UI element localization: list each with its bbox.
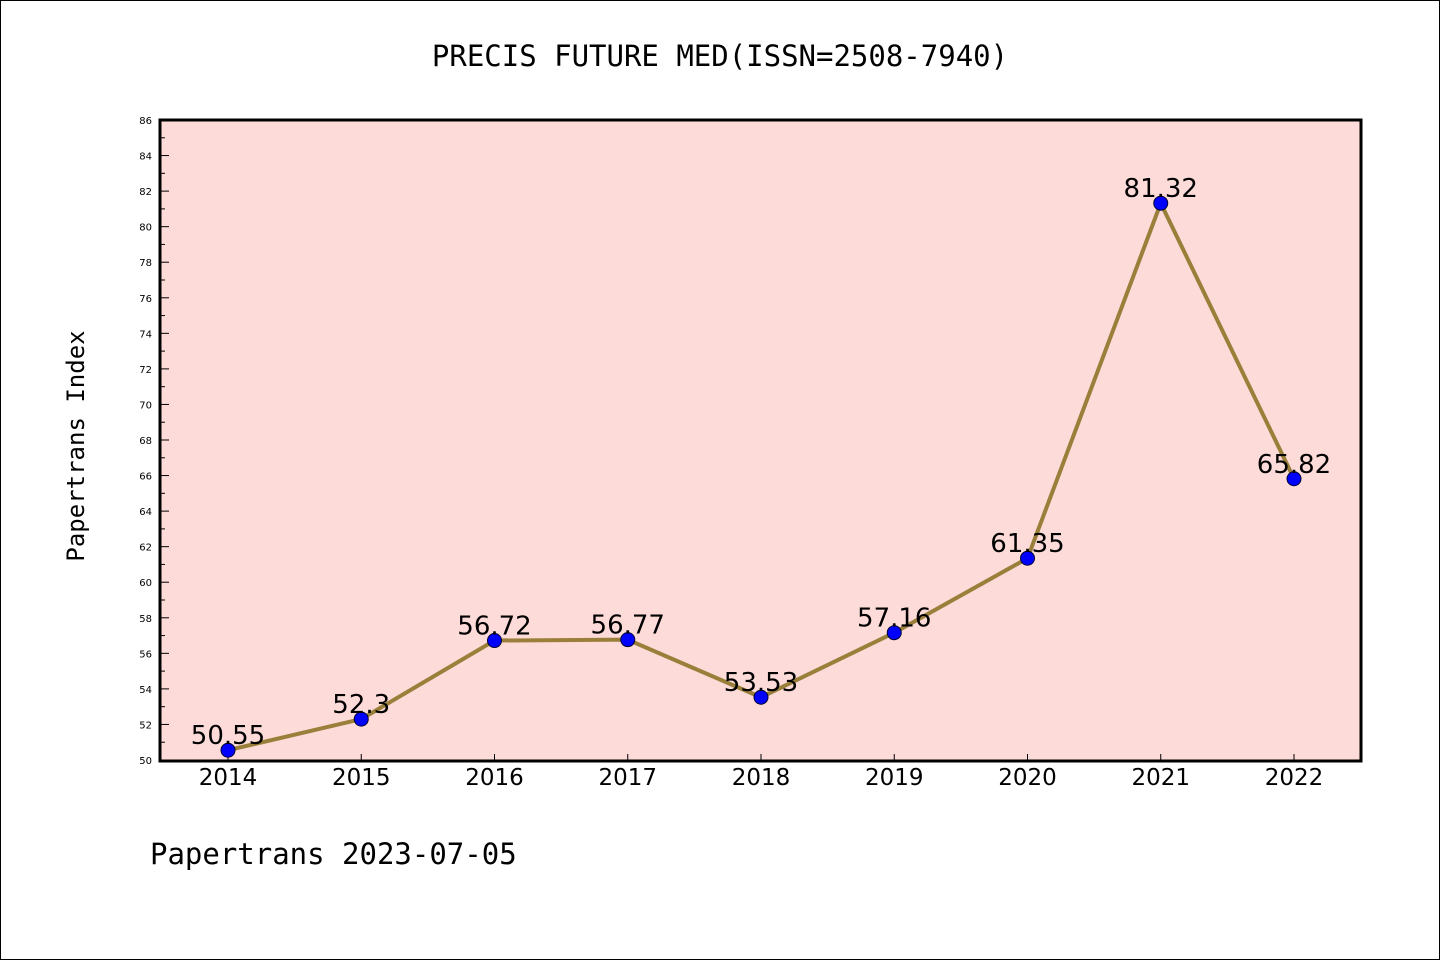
data-label: 81.32 — [1124, 174, 1198, 204]
data-label: 50.55 — [191, 721, 265, 751]
data-point — [886, 625, 902, 641]
x-tick-label: 2018 — [732, 765, 791, 791]
y-tick-label: 82 — [139, 187, 152, 198]
x-tick-label: 2014 — [199, 765, 258, 791]
y-tick-label: 86 — [139, 116, 152, 127]
y-tick-label: 78 — [139, 258, 152, 269]
y-tick-label: 58 — [139, 614, 152, 625]
data-point — [487, 633, 502, 649]
data-label: 61.35 — [990, 529, 1064, 559]
data-point — [620, 632, 636, 648]
series-line-group — [220, 195, 1302, 758]
x-tick-label: 2020 — [998, 765, 1057, 791]
footer-text: Papertrans 2023-07-05 — [150, 837, 517, 871]
y-tick-label: 60 — [139, 578, 152, 589]
plot-area — [158, 118, 1363, 763]
data-label: 53.53 — [724, 668, 798, 698]
y-tick-label: 80 — [139, 223, 152, 234]
data-label-group: 50.55 52.3 56.72 56.77 53.53 57.16 61.35 81.32 6… — [191, 174, 1331, 751]
data-point — [1286, 471, 1302, 487]
x-axis-ticks: 2014 2015 2016 2017 2018 2019 2020 2021 2022 — [199, 754, 1324, 791]
y-tick-label: 74 — [139, 329, 152, 340]
y-tick-label: 68 — [139, 436, 152, 447]
data-label: 56.77 — [591, 611, 665, 641]
y-axis-label: Papertrans Index — [62, 330, 90, 561]
x-tick-label: 2022 — [1265, 765, 1324, 791]
y-tick-label: 62 — [139, 543, 152, 554]
y-tick-label: 64 — [139, 507, 152, 518]
data-label: 56.72 — [457, 612, 531, 642]
y-tick-label: 54 — [139, 685, 152, 696]
x-tick-label: 2019 — [865, 765, 924, 791]
x-tick-label: 2017 — [598, 765, 657, 791]
y-axis-ticks: 50 52 54 56 58 60 62 64 66 68 70 72 74 76 78 80 82 84 86 — [139, 116, 169, 767]
y-tick-label: 84 — [139, 152, 152, 163]
chart-title: PRECIS FUTURE MED(ISSN=2508-7940) — [432, 39, 1008, 73]
y-tick-label: 52 — [139, 720, 152, 731]
y-tick-label: 70 — [139, 400, 152, 411]
x-tick-label: 2015 — [332, 765, 391, 791]
data-label: 52.3 — [332, 690, 390, 720]
x-tick-label: 2016 — [465, 765, 524, 791]
data-point — [1153, 195, 1169, 211]
data-label: 57.16 — [857, 604, 931, 634]
y-tick-label: 66 — [139, 472, 152, 483]
data-point — [753, 689, 769, 705]
y-tick-label: 56 — [139, 649, 152, 660]
y-tick-label: 76 — [139, 294, 152, 305]
y-tick-label: 50 — [139, 756, 152, 767]
data-point — [353, 711, 369, 727]
x-tick-label: 2021 — [1131, 765, 1190, 791]
data-point — [1020, 550, 1035, 566]
data-point — [220, 742, 236, 758]
y-tick-label: 72 — [139, 365, 152, 376]
data-label: 65.82 — [1257, 450, 1331, 480]
